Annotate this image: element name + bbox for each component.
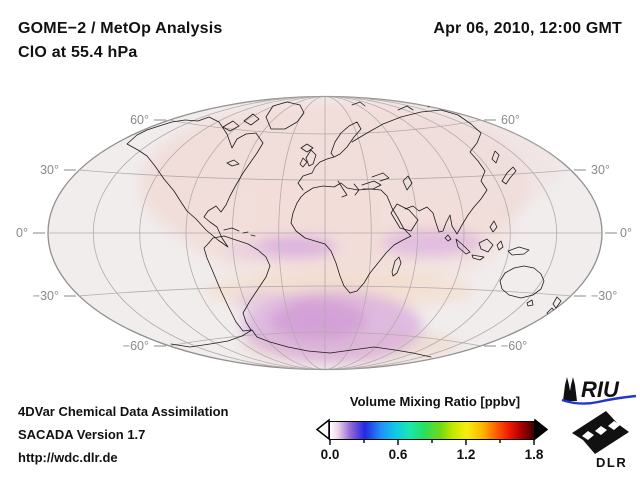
colorbar-tick-label-2: 1.2 xyxy=(456,447,476,462)
latitude-ticks xyxy=(33,119,617,347)
footer-assimilation-label: 4DVar Chemical Data Assimilation xyxy=(18,404,229,419)
world-map: 60° 60° 30° 30° 0° 0° −30° −30° −60° −60… xyxy=(16,95,632,371)
lat-label-60n-right: 60° xyxy=(501,113,520,127)
coast-caribbean xyxy=(223,159,256,237)
coast-africa xyxy=(290,182,412,294)
coast-japan xyxy=(491,150,517,185)
coast-greenland xyxy=(265,101,305,130)
colorbar-title: Volume Mixing Ratio [ppbv] xyxy=(349,394,521,409)
lat-label-eq-right: 0° xyxy=(620,226,632,240)
colorbar-left-arrow-icon xyxy=(315,418,330,441)
footer-url-label: http://wdc.dlr.de xyxy=(18,450,118,465)
latitude-labels: 60° 60° 30° 30° 0° 0° −30° −30° −60° −60… xyxy=(16,113,632,353)
lat-label-60n-left: 60° xyxy=(130,113,149,127)
lat-label-30n-right: 30° xyxy=(591,163,610,177)
colorbar-ticks xyxy=(329,439,535,445)
lat-label-60s-left: −60° xyxy=(123,339,149,353)
coast-arabia xyxy=(390,203,419,232)
riu-wave-icon xyxy=(561,394,637,405)
coast-british-isles xyxy=(299,149,317,168)
riu-logo: RIU xyxy=(561,377,637,405)
figure-title: GOME−2 / MetOp Analysis xyxy=(18,20,223,37)
lat-label-30s-right: −30° xyxy=(591,289,617,303)
coast-antarctica xyxy=(170,329,432,358)
coast-south-america xyxy=(203,235,271,332)
colorbar-tick-label-0: 0.0 xyxy=(320,447,340,462)
coast-arctic-islands xyxy=(222,101,442,132)
figure-subtitle: ClO at 55.4 hPa xyxy=(18,44,138,61)
coast-eurasia xyxy=(297,109,488,235)
coast-australia xyxy=(499,265,562,318)
dlr-logo-text: DLR xyxy=(596,455,627,470)
coast-north-america xyxy=(126,116,264,248)
colorbar-arrows-ticks xyxy=(315,418,549,445)
colorbar-tick-label-3: 1.8 xyxy=(524,447,544,462)
coast-scandinavia xyxy=(330,121,362,158)
dlr-logo: DLR xyxy=(572,411,629,470)
coast-iceland xyxy=(300,143,314,153)
colorbar-right-arrow-icon xyxy=(534,418,549,441)
colorbar: Volume Mixing Ratio [ppbv] 0.0 0.6 1.2 1… xyxy=(312,392,558,468)
dlr-emblem-icon xyxy=(572,411,629,454)
coastlines xyxy=(126,101,562,358)
clo-field-shading xyxy=(140,100,560,363)
lat-label-30s-left: −30° xyxy=(33,289,59,303)
riu-cathedral-icon xyxy=(563,377,577,401)
timestamp-label: Apr 06, 2010, 12:00 GMT xyxy=(433,20,622,37)
lat-label-30n-left: 30° xyxy=(40,163,59,177)
colorbar-tick-label-1: 0.6 xyxy=(388,447,408,462)
lat-label-60s-right: −60° xyxy=(501,339,527,353)
lat-label-eq-left: 0° xyxy=(16,226,28,240)
graticule xyxy=(48,96,602,370)
coast-se-asia-islands xyxy=(444,220,530,261)
footer-version-label: SACADA Version 1.7 xyxy=(18,427,146,442)
coast-madagascar xyxy=(391,256,402,277)
